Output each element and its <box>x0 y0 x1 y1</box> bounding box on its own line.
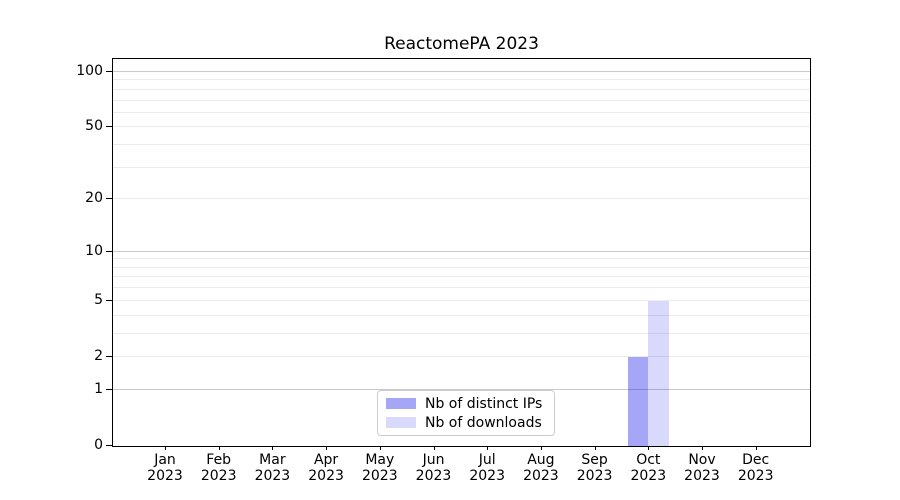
x-tick-mark-dec <box>755 446 757 450</box>
bar-distinct-ips-oct <box>627 357 649 446</box>
x-tick-label-nov: Nov 2023 <box>684 452 720 484</box>
gridline-minor-70 <box>113 99 810 101</box>
gridline-minor-5 <box>113 299 810 301</box>
y-tick-mark-50 <box>106 126 112 128</box>
gridline-minor-6 <box>113 287 810 289</box>
legend-swatch-downloads <box>386 417 416 428</box>
y-tick-label-20: 20 <box>85 190 103 207</box>
y-tick-mark-5 <box>106 299 112 301</box>
legend-item-downloads: Nb of downloads <box>386 415 546 431</box>
gridline-minor-60 <box>113 111 810 113</box>
x-tick-label-mar: Mar 2023 <box>254 452 291 484</box>
x-tick-mark-jul <box>487 446 489 450</box>
x-tick-mark-aug <box>540 446 542 450</box>
gridline-minor-90 <box>113 79 810 81</box>
gridline-minor-40 <box>113 144 810 145</box>
legend-swatch-distinct-ips <box>386 398 416 409</box>
plot-area: Nb of distinct IPs Nb of downloads <box>112 58 811 447</box>
gridline-minor-9 <box>113 258 810 260</box>
x-tick-label-feb: Feb 2023 <box>200 452 237 484</box>
gridline-major-100 <box>113 70 810 72</box>
x-tick-label-dec: Dec 2023 <box>737 452 774 484</box>
y-tick-mark-100 <box>106 70 112 72</box>
gridline-minor-80 <box>113 88 810 90</box>
gridline-minor-30 <box>113 166 810 168</box>
gridline-major-1 <box>113 388 810 390</box>
bar-downloads-oct <box>648 300 670 446</box>
x-tick-mark-feb <box>218 446 220 450</box>
gridline-minor-7 <box>113 276 810 278</box>
x-tick-mark-sep <box>594 446 596 450</box>
x-tick-label-jan: Jan 2023 <box>147 452 183 484</box>
legend-label-distinct-ips: Nb of distinct IPs <box>425 395 543 412</box>
y-tick-label-5: 5 <box>94 291 103 308</box>
legend-label-downloads: Nb of downloads <box>425 414 542 431</box>
gridline-minor-8 <box>113 266 810 268</box>
gridline-minor-4 <box>113 314 810 316</box>
x-tick-mark-jan <box>165 446 166 450</box>
y-tick-label-2: 2 <box>94 348 103 364</box>
x-tick-label-oct: Oct 2023 <box>630 452 667 484</box>
legend: Nb of distinct IPs Nb of downloads <box>377 390 555 436</box>
x-tick-label-sep: Sep 2023 <box>576 452 613 484</box>
gridline-minor-2 <box>113 356 810 357</box>
y-tick-mark-2 <box>106 356 112 357</box>
legend-item-distinct-ips: Nb of distinct IPs <box>386 396 546 412</box>
gridline-minor-20 <box>113 198 810 200</box>
x-tick-label-may: May 2023 <box>361 452 398 484</box>
y-tick-mark-10 <box>106 250 112 252</box>
y-tick-label-1: 1 <box>94 380 103 397</box>
y-tick-label-50: 50 <box>85 118 103 135</box>
x-tick-mark-apr <box>326 446 328 450</box>
x-tick-label-jun: Jun 2023 <box>415 452 452 484</box>
y-tick-mark-1 <box>106 388 112 390</box>
y-tick-mark-20 <box>106 198 112 200</box>
y-tick-label-100: 100 <box>76 62 103 79</box>
y-tick-label-0: 0 <box>94 437 103 453</box>
x-tick-label-jul: Jul 2023 <box>469 452 505 484</box>
x-tick-mark-may <box>379 446 381 450</box>
x-tick-mark-oct <box>648 446 650 450</box>
x-tick-mark-jun <box>433 446 435 450</box>
y-tick-mark-0 <box>106 445 112 446</box>
x-tick-mark-mar <box>272 446 274 450</box>
x-tick-label-apr: Apr 2023 <box>308 452 344 484</box>
gridline-major-10 <box>113 250 810 252</box>
y-tick-label-10: 10 <box>85 242 103 259</box>
gridline-minor-3 <box>113 332 810 334</box>
gridline-minor-50 <box>113 126 810 128</box>
chart-title: ReactomePA 2023 <box>384 34 539 54</box>
x-tick-mark-nov <box>702 446 703 450</box>
x-tick-label-aug: Aug 2023 <box>523 452 559 484</box>
